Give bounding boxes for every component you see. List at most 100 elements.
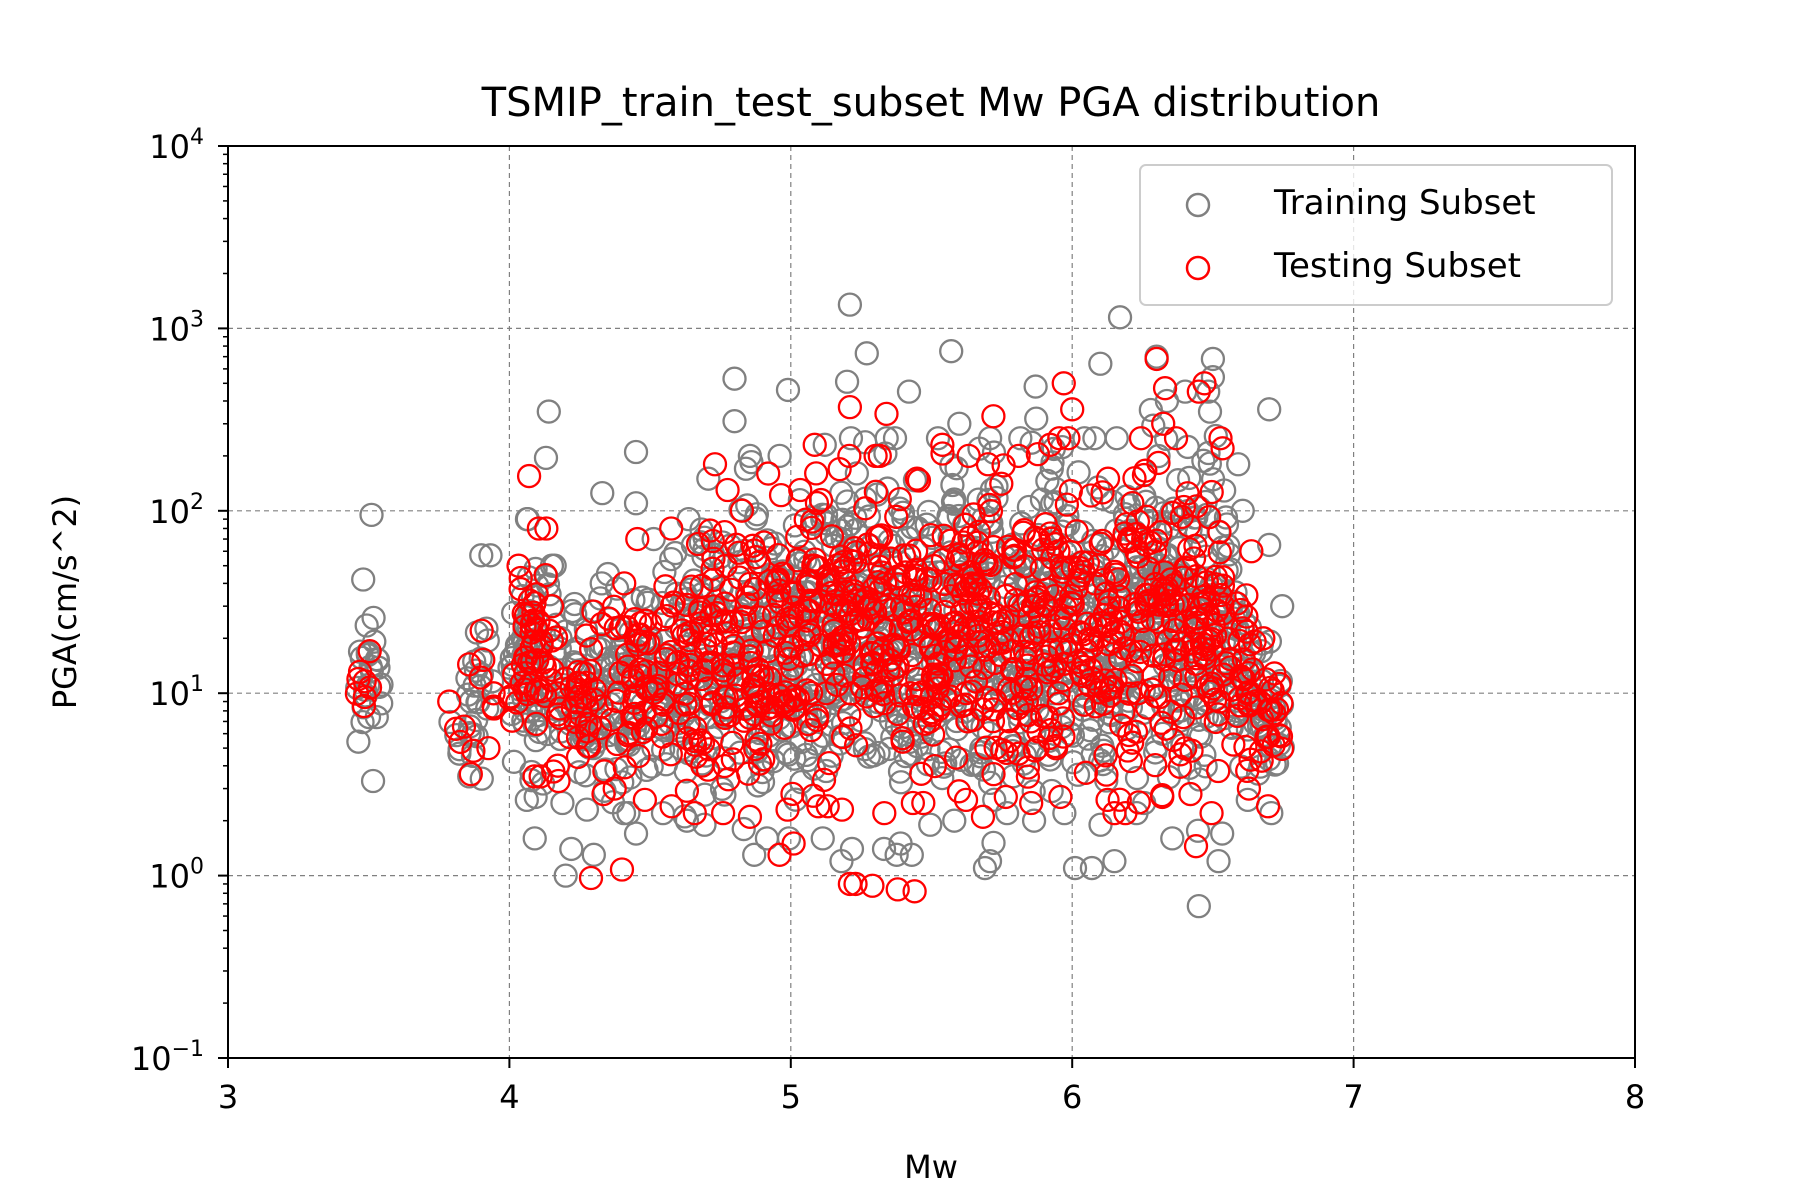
testing-point [1256,724,1281,749]
testing-point [965,530,990,555]
testing-point [1193,590,1218,615]
training-point [1200,346,1226,372]
testing-point [740,679,765,704]
testing-point [346,666,371,692]
testing-point [1068,563,1093,588]
training-point [835,489,860,514]
testing-point [461,738,486,763]
testing-point [1037,725,1062,751]
testing-point [1249,707,1275,732]
training-point [604,757,629,782]
testing-point [634,676,659,702]
testing-point [900,790,926,816]
testing-point [1106,595,1131,620]
x-tick-label: 5 [781,1078,801,1116]
training-point [972,855,998,881]
series-testing-subset [344,346,1295,904]
testing-point [1108,619,1133,644]
testing-point [726,666,751,691]
training-point [469,543,494,568]
testing-point [1094,762,1119,787]
training-point [810,826,835,851]
testing-point [1233,734,1258,760]
testing-point [965,609,990,634]
testing-point [711,685,737,710]
training-point [1257,397,1282,422]
testing-point [696,737,722,762]
testing-point [519,649,545,674]
testing-point [1133,582,1159,607]
testing-point [708,609,733,634]
testing-point [775,797,800,822]
testing-point [890,726,915,751]
testing-point [1136,556,1161,581]
testing-point [720,730,745,755]
testing-point [357,639,382,664]
testing-point [718,702,743,728]
testing-point [573,685,598,710]
testing-point [863,479,889,504]
x-tick-label: 8 [1625,1078,1645,1116]
training-point [590,480,615,506]
testing-point [1075,550,1101,575]
training-point [775,377,801,403]
testing-point [819,524,845,549]
training-point [756,723,781,748]
testing-point [802,432,827,457]
training-point [501,749,527,774]
testing-point [869,523,894,548]
training-point [659,546,684,572]
testing-point [1060,397,1085,422]
training-point [522,826,547,851]
training-point [899,842,924,867]
testing-point [448,729,473,755]
testing-point [953,573,978,598]
testing-point [744,692,769,717]
y-tick-label: 101 [149,672,204,713]
training-point [692,782,717,807]
testing-point [877,647,903,673]
y-tick-label: 10−1 [131,1037,204,1078]
testing-point [659,593,685,618]
training-point [884,713,910,738]
testing-point [1021,620,1046,646]
testing-point [1090,480,1115,505]
testing-point [804,490,830,516]
testing-point [946,542,972,567]
training-point [1257,532,1282,558]
testing-point [615,654,641,679]
testing-point [1161,572,1187,598]
testing-point [1053,595,1078,620]
testing-point [767,578,792,603]
testing-point [1158,664,1183,690]
testing-point [896,609,921,635]
legend-label-testing: Testing Subset [1273,246,1521,286]
training-point [940,472,965,498]
testing-point [1102,800,1127,826]
testing-point [1171,494,1197,520]
testing-point [539,628,564,653]
testing-point [1230,616,1255,641]
training-point [468,674,493,699]
testing-point [1251,626,1276,651]
training-point [1079,855,1105,881]
testing-point [897,543,922,568]
testing-point [1015,764,1041,789]
testing-point [766,542,791,568]
training-point [1226,452,1251,477]
testing-point [861,693,887,719]
testing-point [742,576,767,602]
training-point [444,722,469,748]
testing-point [1015,755,1041,780]
testing-point [840,610,865,635]
testing-point [526,516,552,541]
testing-point [824,672,850,698]
training-point [939,339,964,364]
training-point [982,787,1007,812]
testing-point [540,657,565,682]
training-point [1121,560,1146,585]
testing-point [481,681,506,706]
testing-point [884,504,909,529]
testing-point [816,750,842,776]
